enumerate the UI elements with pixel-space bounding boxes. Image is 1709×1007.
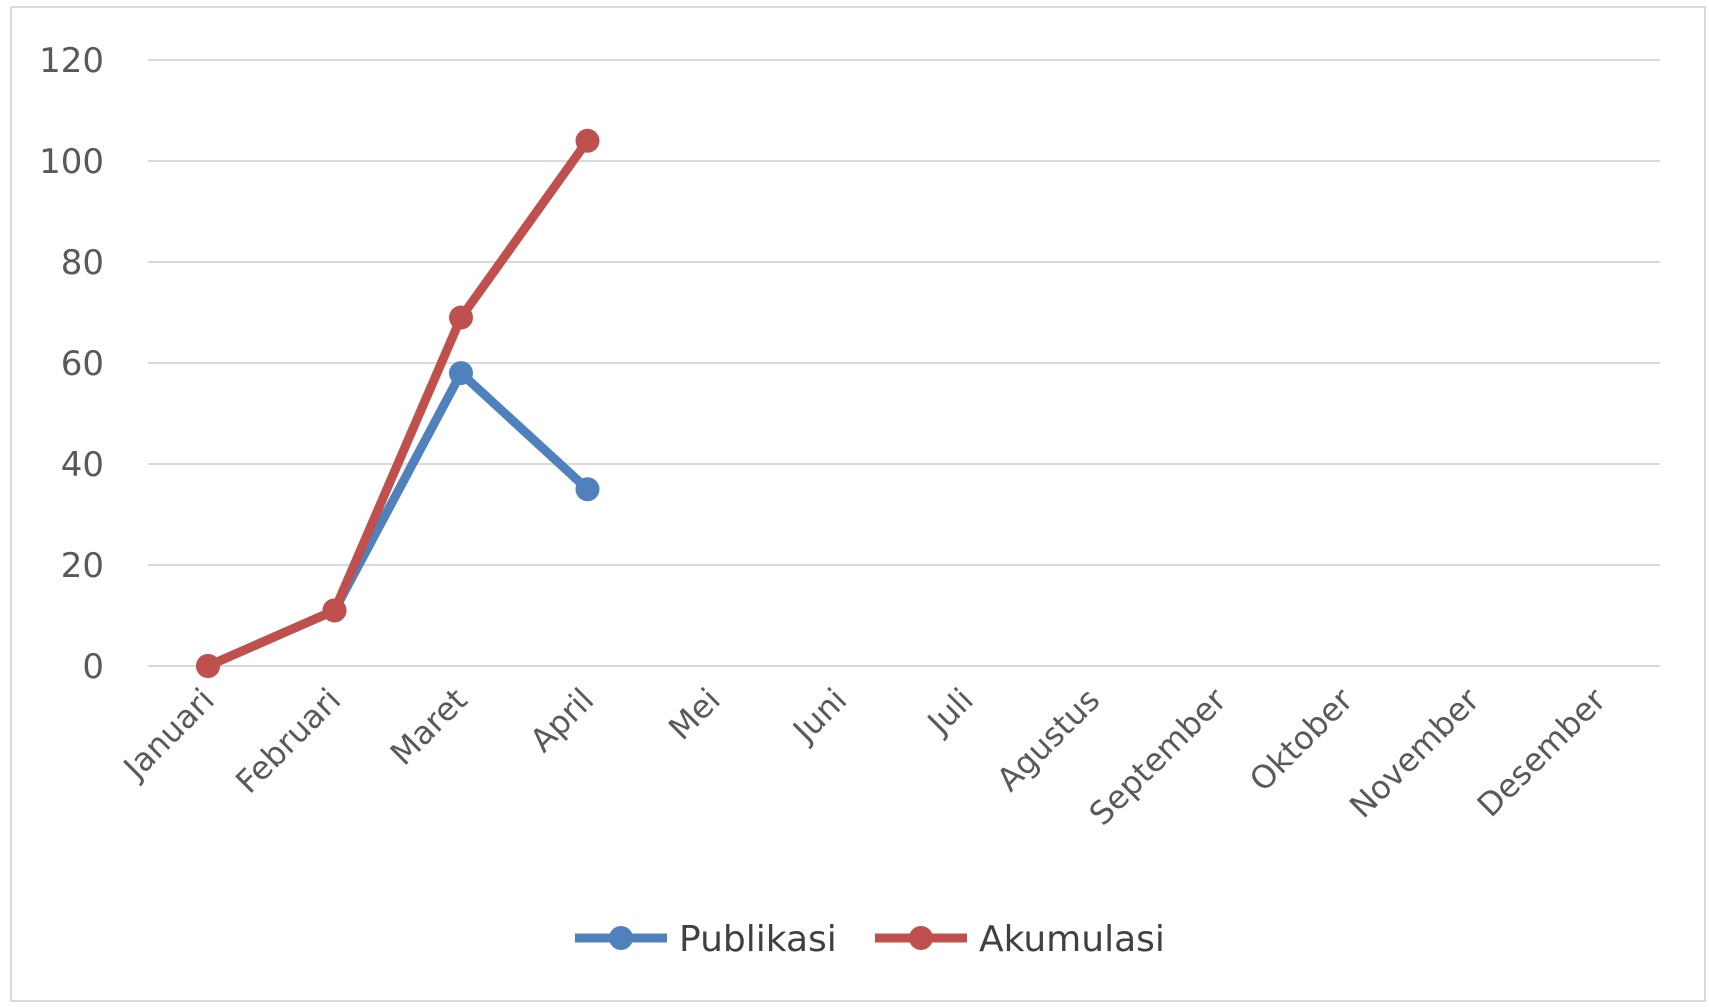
x-category-label: Agustus bbox=[989, 681, 1107, 799]
y-tick-label: 120 bbox=[39, 41, 104, 81]
y-tick-label: 60 bbox=[61, 344, 104, 384]
legend-swatch-marker bbox=[909, 926, 933, 950]
x-category-label: Desember bbox=[1470, 680, 1614, 824]
series-publikasi bbox=[196, 361, 600, 678]
x-category-label: Mei bbox=[661, 681, 728, 748]
chart-frame bbox=[10, 6, 1706, 1002]
legend-item: Akumulasi bbox=[875, 919, 1165, 960]
x-category-label: Juni bbox=[784, 681, 854, 751]
y-tick-label: 80 bbox=[61, 243, 104, 283]
x-category-label: April bbox=[523, 681, 602, 760]
data-point bbox=[575, 128, 600, 153]
series-akumulasi bbox=[196, 128, 600, 678]
y-tick-label: 0 bbox=[82, 647, 104, 687]
x-category-label: Juli bbox=[919, 681, 981, 743]
x-axis-category-labels: Januari Februari Maret April Mei Juni Juli Agus… bbox=[115, 680, 1614, 833]
data-point bbox=[449, 305, 473, 330]
y-tick-label: 40 bbox=[61, 445, 104, 485]
data-point bbox=[196, 654, 220, 678]
legend: Publikasi Akumulasi bbox=[575, 919, 1165, 960]
y-tick-label: 20 bbox=[61, 546, 104, 586]
legend-item: Publikasi bbox=[575, 919, 837, 960]
x-category-label: Januari bbox=[115, 681, 222, 788]
x-category-label: September bbox=[1082, 680, 1235, 833]
x-category-label: Oktober bbox=[1242, 680, 1361, 799]
x-category-label: Februari bbox=[228, 681, 348, 801]
gridlines bbox=[148, 59, 1660, 667]
legend-label: Akumulasi bbox=[979, 919, 1165, 960]
y-axis-tick-labels: 0 20 40 60 80 100 120 bbox=[39, 41, 104, 687]
data-point bbox=[322, 598, 347, 623]
data-point bbox=[575, 477, 600, 502]
x-category-label: Maret bbox=[383, 681, 475, 773]
series-lines bbox=[196, 128, 600, 678]
series-line bbox=[203, 136, 592, 671]
series-line bbox=[203, 368, 592, 671]
legend-swatch-marker bbox=[609, 926, 633, 950]
legend-label: Publikasi bbox=[679, 919, 837, 960]
x-category-label: November bbox=[1342, 680, 1487, 825]
data-point bbox=[449, 361, 473, 386]
y-tick-label: 100 bbox=[39, 142, 104, 182]
